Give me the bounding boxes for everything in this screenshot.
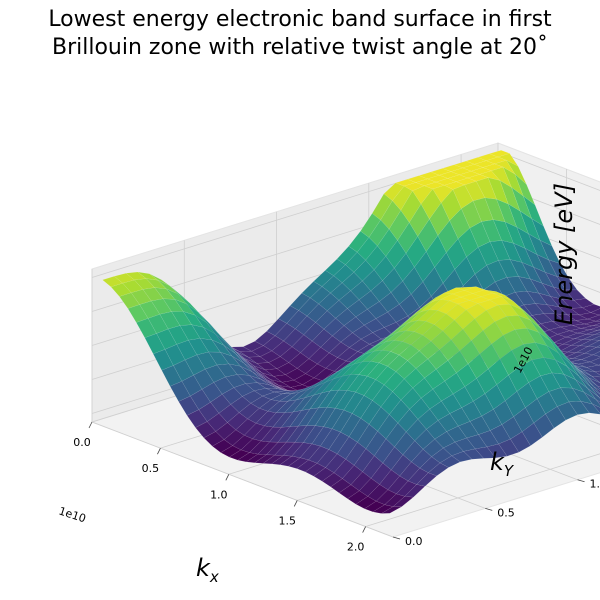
x-tick-label: 0.5 [142,462,160,475]
y-axis-label: kY [490,448,515,480]
surface-facet [592,403,600,414]
surface-facet [586,314,600,322]
surface-facet [590,386,600,399]
surface-facet [587,387,600,403]
surface-facet [596,385,600,390]
x-tick-label: 1.5 [278,514,296,527]
surface-facet [568,400,590,415]
surface-facet [589,357,600,366]
surface-facet [545,406,566,429]
axis-labels: kx kY Energy [eV] 1e10 1e10 [57,183,578,586]
x-tick-label: 2.0 [347,541,365,554]
surface-facet [583,392,600,408]
floor-gridline-y [91,421,394,538]
x-axis-label: kx [196,554,219,586]
surface-facet [580,400,600,415]
surface-facet [594,332,600,335]
surface-facet [416,472,438,487]
surface-facet [588,377,600,388]
back-wall-gridline-z [497,151,600,191]
surface-facet [474,446,496,459]
surface-facet [380,506,403,514]
back-wall-gridline-z [497,185,600,225]
surface-facet [583,370,600,378]
surface-facet [584,320,600,327]
band-surface [102,149,600,514]
surface-facet [581,375,600,395]
x-tick-mark [362,526,366,533]
y-tick-mark [392,536,401,540]
x-tick-mark [157,447,161,455]
surface-facet [580,325,600,331]
y-tick-label: 0.0 [405,535,423,548]
surface-facet [586,364,600,373]
surface-facet [463,448,485,460]
surface-facet [510,431,531,453]
surface-facet [580,370,600,383]
y-tick-mark [485,507,493,511]
surface-facet [533,413,555,438]
surface-facet [592,322,600,327]
x-tick-mark [225,474,230,481]
surface-facet [595,345,600,349]
x-tick-label: 1.0 [210,488,228,501]
z-axis-label: Energy [eV] [550,183,578,325]
surface-facet [580,354,600,363]
chart-title: Lowest energy electronic band surface in… [0,6,600,62]
surface-facet [590,308,600,316]
surface-facet [595,319,600,322]
surface-facet [593,386,600,394]
chart-title-line-1: Lowest energy electronic band surface in… [48,7,552,32]
y-tick-label: 1.0 [590,478,600,491]
x-tick-mark [88,421,93,429]
floor-gridline-x [365,453,600,527]
surface-facet [587,340,600,348]
chart-title-line-2: Brillouin zone with relative twist angle… [52,35,548,60]
x-offset-text: 1e10 [57,504,87,525]
x-tick-mark [293,500,298,507]
surface-facet [595,399,600,405]
surface-facet [521,422,543,446]
surface-facet [594,370,600,376]
surface-facet [597,329,600,331]
surface-facet [557,401,578,421]
x-tick-label: 0.0 [73,436,91,449]
surface-facet [586,329,600,335]
y-tick-label: 0.5 [497,506,514,519]
surface-facet [584,346,600,356]
axis-ticks: 0.00.51.01.52.00.00.51.01.52.0−0.4−0.20.… [73,421,600,554]
surface-facet [582,334,600,341]
y-tick-mark [577,479,585,483]
